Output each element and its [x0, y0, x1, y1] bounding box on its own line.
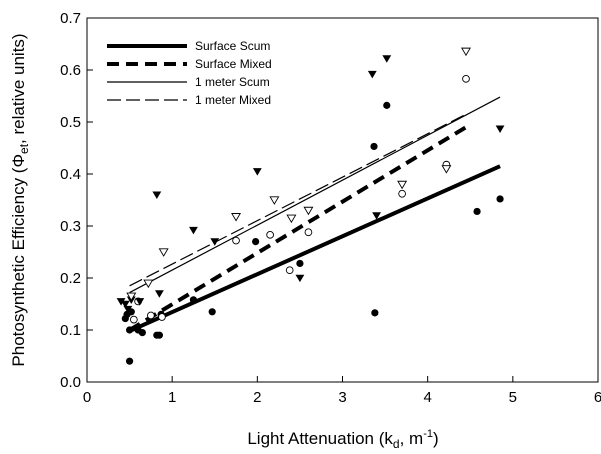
data-point-open-circle — [129, 315, 138, 324]
trend-line — [129, 113, 467, 287]
axis-ticks: 0 1 2 3 4 5 6 0.0 0.1 0.2 0.3 0.4 0.5 0.6 0.7 — [60, 10, 601, 406]
x-tick-label: 0 — [83, 389, 91, 406]
data-point-filled-circle — [125, 326, 134, 334]
trend-line — [129, 96, 501, 294]
data-point-filled-triangle — [123, 305, 133, 314]
data-point-filled-circle — [371, 309, 379, 317]
data-point-filled-circle — [370, 142, 378, 151]
data-point-filled-circle — [252, 238, 260, 246]
legend: Surface Scum Surface Mixed 1 meter Scum 1 m… — [107, 39, 272, 107]
data-point-open-circle — [285, 266, 294, 275]
x-tick-label: 2 — [253, 389, 261, 406]
legend-label: Surface Scum — [195, 39, 270, 53]
data-point-filled-circle — [125, 357, 134, 365]
data-point-open-circle — [158, 313, 166, 321]
y-tick-label: 0.3 — [60, 218, 81, 235]
data-point-filled-triangle — [116, 298, 126, 306]
data-point-filled-circle — [473, 207, 481, 216]
data-point-open-triangle — [269, 196, 280, 205]
data-point-open-circle — [266, 230, 274, 239]
x-tick-label: 6 — [594, 389, 601, 406]
data-point-open-triangle — [231, 213, 242, 222]
data-point-open-circle — [232, 236, 240, 245]
y-tick-label: 0.0 — [60, 374, 81, 391]
data-point-open-circle — [147, 311, 155, 320]
data-point-open-triangle — [126, 292, 137, 302]
data-point-filled-circle — [189, 296, 198, 304]
y-tick-label: 0.6 — [60, 62, 81, 79]
trend-line — [128, 125, 468, 332]
legend-label: 1 meter Mixed — [195, 93, 271, 107]
data-point-open-triangle — [303, 206, 314, 216]
x-tick-label: 5 — [509, 389, 517, 406]
data-point-filled-circle — [138, 329, 146, 337]
data-point-filled-triangle — [189, 226, 198, 235]
y-axis-title: Photosynthetic Efficiency (Φet, relative… — [9, 33, 31, 366]
data-point-open-circle — [398, 189, 406, 198]
data-point-filled-triangle — [252, 168, 262, 176]
data-point-open-circle — [304, 228, 313, 237]
legend-label: 1 meter Scum — [195, 75, 270, 89]
data-point-open-triangle — [461, 47, 471, 57]
y-tick-label: 0.1 — [60, 322, 81, 339]
data-point-filled-triangle — [367, 70, 377, 79]
data-point-filled-triangle — [295, 274, 305, 283]
data-point-open-triangle — [158, 248, 169, 257]
data-point-filled-triangle — [382, 55, 392, 63]
data-point-open-triangle — [397, 180, 408, 190]
x-axis-title: Light Attenuation (kd, m-1) — [247, 428, 438, 451]
x-tick-label: 1 — [168, 389, 176, 406]
data-point-filled-triangle — [120, 300, 130, 309]
trend-line — [128, 164, 501, 333]
y-tick-label: 0.5 — [60, 114, 81, 131]
legend-label: Surface Mixed — [195, 57, 272, 71]
data-point-open-triangle — [286, 214, 297, 224]
trend-lines — [128, 96, 501, 333]
data-point-filled-circle — [296, 259, 304, 268]
data-point-filled-triangle — [152, 191, 162, 199]
data-point-filled-triangle — [135, 298, 145, 306]
data-point-open-triangle — [441, 165, 452, 174]
data-point-open-triangle — [143, 279, 154, 289]
x-tick-label: 3 — [338, 389, 346, 406]
data-point-filled-triangle — [210, 238, 220, 246]
data-point-filled-triangle — [154, 290, 164, 298]
data-point-filled-circle — [383, 101, 391, 109]
y-tick-label: 0.4 — [60, 166, 81, 183]
y-tick-label: 0.2 — [60, 270, 81, 287]
data-point-filled-circle — [155, 331, 163, 339]
data-point-filled-circle — [496, 195, 504, 203]
x-tick-label: 4 — [423, 389, 431, 406]
data-point-filled-circle — [208, 308, 216, 316]
y-tick-label: 0.7 — [60, 10, 81, 27]
data-point-open-circle — [462, 74, 470, 83]
data-point-filled-triangle — [372, 212, 381, 220]
data-markers — [116, 47, 505, 365]
data-point-filled-triangle — [495, 125, 505, 133]
